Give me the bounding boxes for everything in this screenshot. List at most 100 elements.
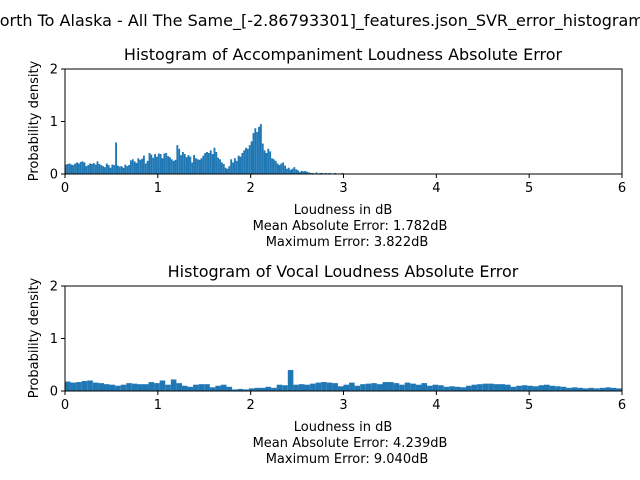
vocal-histogram-bar	[343, 384, 350, 391]
accompaniment-plot-area: 0 1 2 3 4 5 6 0 1 2	[50, 63, 626, 197]
vocal-axes-frame	[64, 285, 623, 392]
accompaniment-histogram-bar	[269, 151, 272, 174]
accompaniment-histogram-bar	[263, 150, 266, 175]
accompaniment-histogram-bar	[280, 163, 283, 174]
accompaniment-histogram-bar	[321, 172, 324, 174]
accompaniment-histogram-bar	[204, 153, 207, 174]
vocal-histogram-bar	[65, 381, 71, 391]
accompaniment-histogram-bar	[254, 128, 257, 174]
accompaniment-histogram-bar	[76, 162, 78, 174]
vocal-histogram-bar	[271, 387, 277, 391]
accompaniment-histogram-bar	[274, 160, 277, 175]
vocal-x-tick-label: 4	[432, 398, 440, 413]
vocal-histogram-bar	[103, 384, 110, 391]
accompaniment-histogram-bar	[248, 145, 251, 175]
vocal-histogram-bar	[499, 384, 506, 391]
accompaniment-x-tick-label: 1	[154, 181, 162, 196]
accompaniment-histogram-bar	[90, 164, 93, 174]
vocal-histogram-bar	[449, 386, 455, 391]
figure-suptitle: North To Alaska - All The Same_[-2.86793…	[0, 11, 640, 31]
vocal-histogram-bar	[265, 386, 272, 391]
vocal-histogram-bar	[427, 385, 433, 391]
accompaniment-histogram-bar	[324, 172, 327, 174]
accompaniment-histogram-bar	[124, 164, 127, 174]
vocal-histogram-bar	[393, 383, 400, 392]
accompaniment-histogram-bar	[181, 151, 184, 174]
vocal-histogram-bar	[544, 384, 550, 391]
vocal-histogram-bar	[438, 385, 444, 391]
accompaniment-histogram-bar	[111, 164, 114, 174]
vocal-histogram-bar	[215, 385, 221, 391]
accompaniment-histogram-bar	[131, 159, 134, 174]
vocal-histogram-bar	[605, 387, 611, 391]
accompaniment-histogram-bar	[271, 158, 273, 174]
vocal-histogram-bar	[421, 383, 428, 392]
accompaniment-histogram-bar	[180, 155, 182, 174]
accompaniment-histogram-bar	[89, 163, 91, 174]
accompaniment-histogram-bar	[187, 155, 190, 174]
accompaniment-histogram-bar	[315, 172, 318, 174]
vocal-histogram-bar	[376, 384, 383, 391]
accompaniment-x-tick-label: 3	[339, 181, 347, 196]
accompaniment-histogram-bar	[243, 150, 246, 175]
accompaniment-histogram-bar	[206, 151, 208, 174]
accompaniment-histogram-bar	[107, 165, 110, 174]
accompaniment-histogram-bar	[142, 155, 145, 175]
vocal-histogram-bar	[115, 385, 121, 391]
accompaniment-histogram-bar	[102, 166, 104, 175]
vocal-histogram-bar	[220, 384, 227, 391]
accompaniment-histogram: Histogram of Accompaniment Loudness Abso…	[27, 45, 626, 250]
vocal-histogram-bar	[298, 384, 305, 391]
accompaniment-histogram-bar	[68, 163, 71, 174]
accompaniment-histogram-bar	[66, 164, 69, 174]
accompaniment-histogram-bar	[96, 161, 99, 174]
vocal-histogram-bar	[198, 384, 205, 391]
vocal-histogram-bar	[594, 388, 600, 392]
accompaniment-histogram-bar	[154, 154, 156, 174]
vocal-histogram-bar	[321, 382, 327, 391]
vocal-histogram-bar	[193, 384, 199, 391]
accompaniment-histogram-bar	[167, 156, 169, 174]
accompaniment-histogram-bar	[176, 145, 179, 175]
accompaniment-histogram-bar	[300, 170, 303, 174]
accompaniment-histogram-bar	[241, 153, 244, 174]
vocal-histogram-bar	[382, 382, 389, 391]
accompaniment-histogram-bar	[291, 168, 294, 174]
vocal-histogram-bar	[126, 383, 132, 392]
vocal-histogram-bar	[287, 370, 294, 391]
accompaniment-histogram-bar	[245, 147, 247, 174]
accompaniment-histogram-bar	[113, 165, 116, 174]
vocal-histogram-bar	[204, 384, 210, 391]
accompaniment-x-tick-label: 2	[247, 181, 255, 196]
vocal-histogram-bar	[505, 384, 511, 391]
accompaniment-histogram-bar	[285, 168, 288, 174]
accompaniment-histogram-bar	[334, 172, 337, 174]
vocal-chart-title: Histogram of Vocal Loudness Absolute Err…	[168, 262, 519, 281]
vocal-x-tick-label: 6	[618, 398, 626, 413]
accompaniment-histogram-bar	[189, 156, 192, 174]
accompaniment-histogram-bar	[237, 155, 240, 175]
vocal-y-tick-label: 0	[50, 385, 58, 400]
vocal-histogram-bar	[159, 380, 166, 391]
vocal-y-tick-label: 2	[50, 280, 58, 295]
accompaniment-histogram-bar	[287, 167, 290, 174]
accompaniment-histogram-bar	[139, 159, 142, 174]
vocal-histogram-bar	[232, 389, 238, 391]
accompaniment-histogram-bar	[172, 160, 175, 175]
vocal-mean-error: Mean Absolute Error: 4.239dB	[253, 436, 448, 451]
accompaniment-histogram-bar	[341, 172, 344, 174]
accompaniment-histogram-bar	[304, 170, 307, 174]
vocal-histogram-bar	[326, 382, 333, 391]
vocal-histogram-bar	[477, 384, 483, 391]
vocal-histogram-bar	[549, 385, 556, 391]
accompaniment-histogram-bar	[252, 133, 255, 174]
accompaniment-histogram-bar	[79, 161, 82, 174]
accompaniment-histogram-bar	[256, 132, 259, 174]
vocal-histogram-bar	[70, 382, 77, 391]
vocal-histogram-bar	[76, 382, 82, 391]
vocal-histogram-bar	[109, 384, 116, 391]
accompaniment-histogram-bar	[161, 158, 164, 174]
accompaniment-histogram-bar	[308, 172, 311, 174]
accompaniment-histogram-bar	[126, 166, 129, 175]
vocal-histogram-bar	[165, 384, 171, 391]
